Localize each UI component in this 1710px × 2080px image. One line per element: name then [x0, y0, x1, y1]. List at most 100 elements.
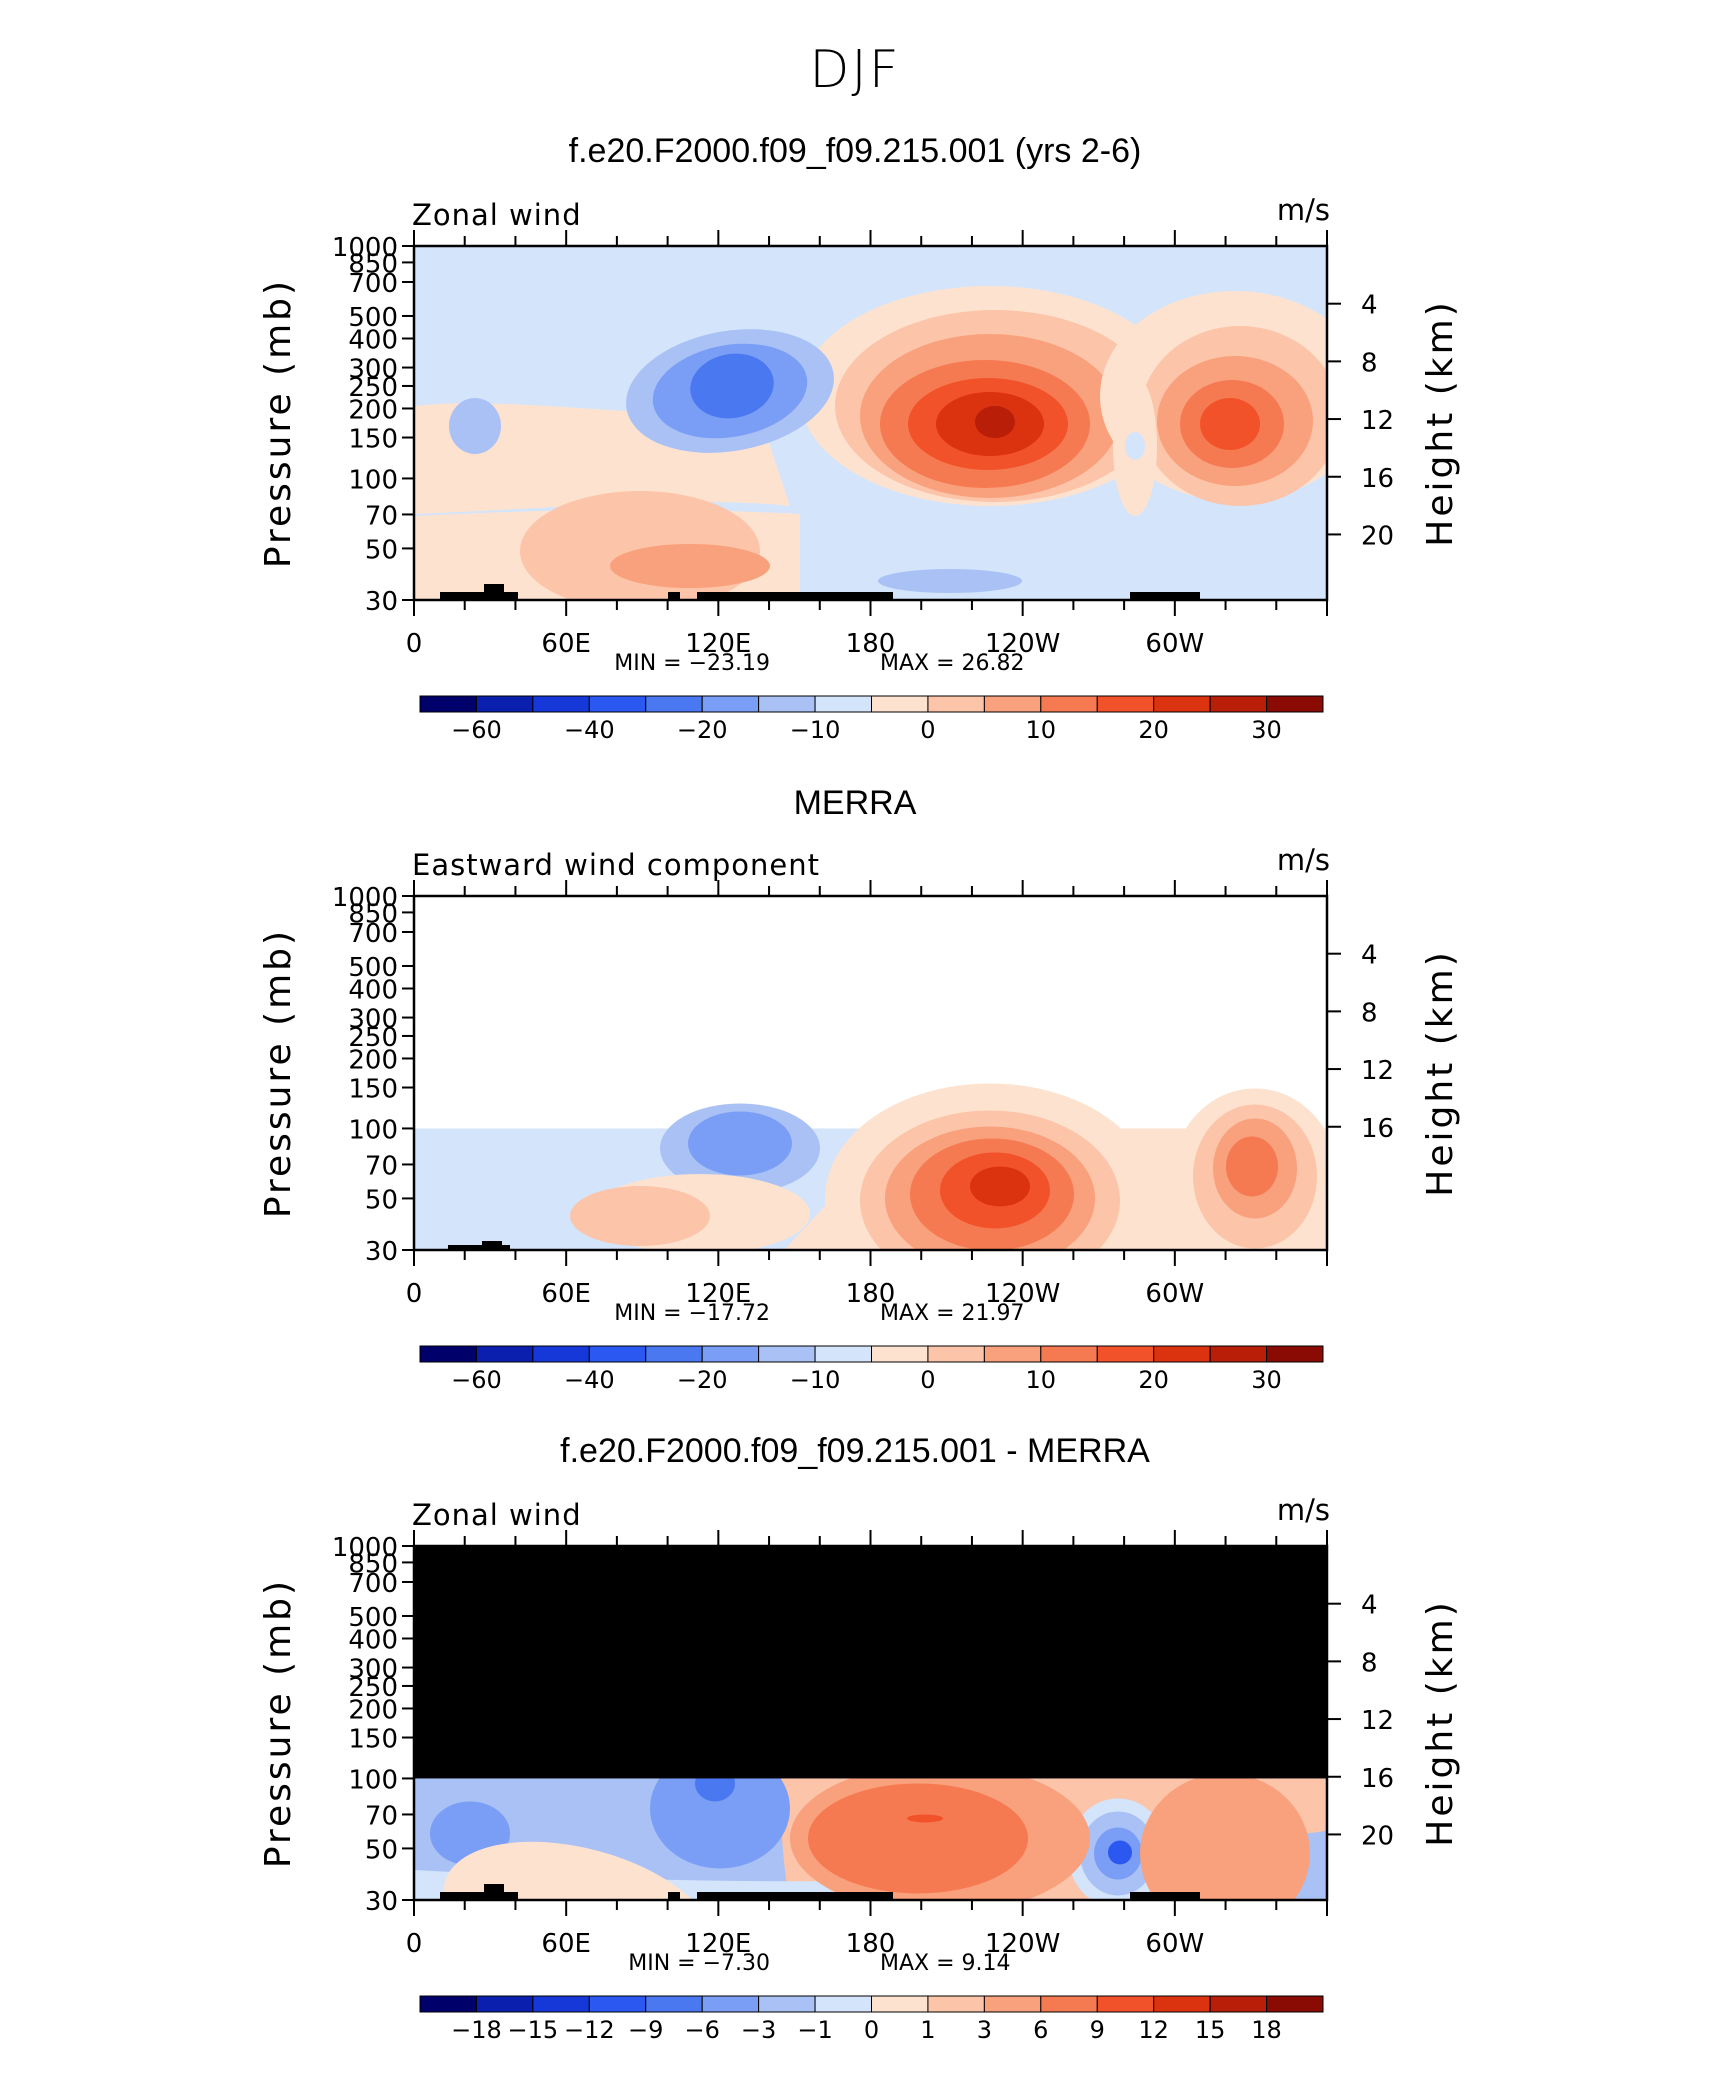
colorbar-swatch [419, 1995, 477, 2013]
colorbar-swatch [532, 1995, 590, 2013]
colorbar-swatch [814, 695, 872, 713]
x-tick-label: 180 [846, 1929, 896, 1959]
jet-region [1200, 398, 1260, 450]
y-tick-label: 700 [348, 919, 398, 949]
y-tick-label: 30 [365, 587, 398, 617]
colorbar-label: −20 [677, 716, 728, 744]
colorbar-swatch [1040, 695, 1098, 713]
height-tick-label: 4 [1361, 291, 1378, 321]
colorbar-swatch [1266, 695, 1324, 713]
colorbar-label: 15 [1195, 2016, 1226, 2044]
y-tick-label: 400 [348, 976, 398, 1006]
colorbar-swatch [1153, 695, 1211, 713]
topography [440, 1892, 486, 1900]
panel-merra: MERRA Eastward wind component m/s 30 50 70 10… [0, 780, 1710, 1430]
colorbar-label: 10 [1026, 716, 1057, 744]
colorbar-label: 0 [920, 716, 935, 744]
negative-region [1108, 1840, 1132, 1865]
height-tick-label: 16 [1361, 1764, 1394, 1794]
negative-region [1125, 432, 1145, 460]
x-tick-label: 180 [846, 1279, 896, 1309]
colorbar-label: 3 [977, 2016, 992, 2044]
colorbar-swatch [1096, 1995, 1155, 2013]
x-tick-label: 60W [1145, 1279, 1204, 1309]
x-tick-label: 120E [685, 629, 751, 659]
x-tick-label: 60W [1145, 629, 1204, 659]
colorbar-swatch [645, 1995, 703, 2013]
colorbar-swatch [701, 695, 760, 713]
panel-title: f.e20.F2000.f09_f09.215.001 (yrs 2-6) [568, 132, 1142, 170]
y-tick-label: 50 [365, 1185, 398, 1215]
colorbar-swatch [927, 695, 985, 713]
y-tick-label: 700 [348, 269, 398, 299]
positive-region [1140, 1773, 1310, 1900]
y-tick-label: 1000 [332, 1533, 398, 1563]
y-tick-label: 150 [348, 1725, 398, 1755]
y-tick-label: 150 [348, 1075, 398, 1105]
colorbar-swatch [588, 695, 647, 713]
height-axis-label: Height (km) [1420, 949, 1461, 1196]
y-tick-label: 250 [348, 373, 398, 403]
x-tick-label: 0 [406, 629, 423, 659]
colorbar-swatch [758, 1345, 816, 1363]
colorbar-label: −60 [451, 716, 502, 744]
y-tick-label: 250 [348, 1023, 398, 1053]
colorbar-label: 30 [1251, 1366, 1282, 1394]
colorbar-swatch [814, 1995, 872, 2013]
colorbar-label: −12 [564, 2016, 615, 2044]
colorbar-label: −60 [451, 1366, 502, 1394]
topography [504, 1892, 518, 1900]
height-tick-label: 4 [1361, 941, 1378, 971]
topography [484, 1884, 504, 1900]
panel-model: f.e20.F2000.f09_f09.215.001 (yrs 2-6) Zo… [0, 130, 1710, 780]
y-tick-label: 150 [348, 425, 398, 455]
colorbar-swatch [983, 1995, 1042, 2013]
y-tick-label: 300 [348, 1005, 398, 1035]
y-tick-label: 30 [365, 1887, 398, 1917]
negative-region [690, 353, 774, 419]
colorbar-swatch [475, 1345, 534, 1363]
height-tick-label: 12 [1361, 1056, 1394, 1086]
height-tick-label: 8 [1361, 348, 1378, 378]
x-tick-label: 0 [406, 1279, 423, 1309]
colorbar-swatch [532, 1345, 590, 1363]
height-tick-label: 20 [1361, 1821, 1394, 1851]
colorbar-label: 20 [1138, 1366, 1169, 1394]
panel-title: MERRA [793, 784, 917, 822]
colorbar-label: −40 [564, 716, 615, 744]
x-tick-label: 120E [685, 1279, 751, 1309]
negative-region [449, 398, 501, 454]
x-tick-label: 60E [541, 629, 591, 659]
colorbar-label: −40 [564, 1366, 615, 1394]
jet-region [1226, 1136, 1278, 1197]
colorbar-label: −15 [508, 2016, 559, 2044]
y-tick-label: 200 [348, 1695, 398, 1725]
y-tick-label: 30 [365, 1237, 398, 1267]
y-tick-label: 400 [348, 1626, 398, 1656]
colorbar-swatch [588, 1995, 647, 2013]
colorbar-label: 1 [920, 2016, 935, 2044]
positive-region [808, 1783, 1028, 1894]
topography [697, 1892, 893, 1900]
y-tick-label: 400 [348, 326, 398, 356]
colorbar-swatch [1040, 1995, 1098, 2013]
colorbar-swatch [419, 1345, 477, 1363]
topography [697, 592, 893, 600]
height-tick-label: 4 [1361, 1591, 1378, 1621]
colorbar-label: 30 [1251, 716, 1282, 744]
colorbar-swatch [1209, 695, 1268, 713]
min-label: MIN = −23.19 [614, 651, 770, 676]
colorbar-label: 6 [1033, 2016, 1048, 2044]
colorbar-label: −20 [677, 1366, 728, 1394]
colorbar-label: −18 [451, 2016, 502, 2044]
max-label: MAX = 26.82 [880, 651, 1025, 676]
height-tick-label: 12 [1361, 406, 1394, 436]
colorbar-label: 20 [1138, 716, 1169, 744]
colorbar-swatch [1040, 1345, 1098, 1363]
colorbar-label: 10 [1026, 1366, 1057, 1394]
positive-core [907, 1814, 943, 1823]
y-tick-label: 250 [348, 1673, 398, 1703]
y-tick-label: 70 [365, 1151, 398, 1181]
y-tick-label: 700 [348, 1569, 398, 1599]
contour-field [414, 1748, 1327, 1900]
